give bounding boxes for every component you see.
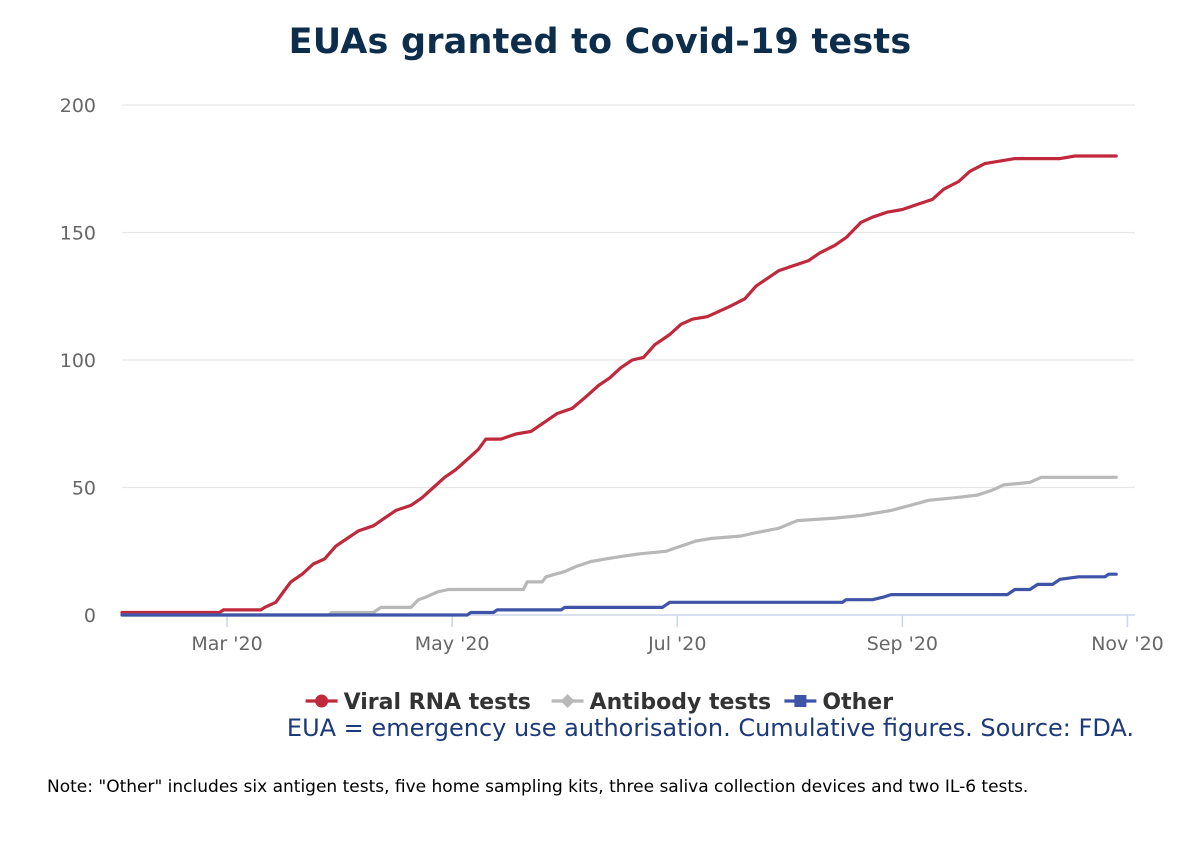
legend-label: Antibody tests — [590, 690, 772, 715]
x-tick-label: Nov '20 — [1091, 633, 1164, 655]
y-tick-label: 200 — [60, 95, 96, 117]
grid-lines — [122, 104, 1135, 489]
source-note: EUA = emergency use authorisation. Cumul… — [286, 714, 1134, 742]
legend-square-marker — [794, 695, 807, 707]
legend-item-antibody-tests[interactable]: Antibody tests — [551, 690, 772, 715]
legend-item-viral-rna-tests[interactable]: Viral RNA tests — [305, 690, 531, 715]
chart-title: EUAs granted to Covid-19 tests — [288, 22, 912, 62]
series-line-viral-rna-tests — [120, 154, 1118, 615]
x-tick-label: Mar '20 — [191, 633, 262, 655]
series-line-other — [120, 572, 1118, 617]
series-line-antibody-tests — [120, 475, 1118, 617]
y-tick-label: 50 — [72, 478, 96, 500]
axes: 0 50 100 150 200 Mar '20 May '20 Jul '20 Sep '20… — [60, 95, 1164, 655]
legend-circle-marker — [315, 694, 329, 708]
footnote: Note: "Other" includes six antigen tests… — [47, 777, 1029, 797]
x-tick-label: May '20 — [415, 633, 490, 655]
legend-item-other[interactable]: Other — [784, 690, 893, 715]
x-tick-label: Sep '20 — [867, 633, 938, 655]
legend-label: Viral RNA tests — [344, 690, 531, 715]
y-tick-label: 0 — [84, 605, 96, 627]
x-tick-label: Jul '20 — [647, 633, 706, 655]
legend[interactable]: Viral RNA tests Antibody tests Other — [305, 690, 894, 715]
legend-diamond-marker — [560, 694, 575, 708]
y-tick-label: 150 — [60, 223, 96, 245]
legend-label: Other — [822, 690, 893, 715]
y-tick-label: 100 — [60, 350, 96, 372]
series-lines — [120, 154, 1118, 617]
